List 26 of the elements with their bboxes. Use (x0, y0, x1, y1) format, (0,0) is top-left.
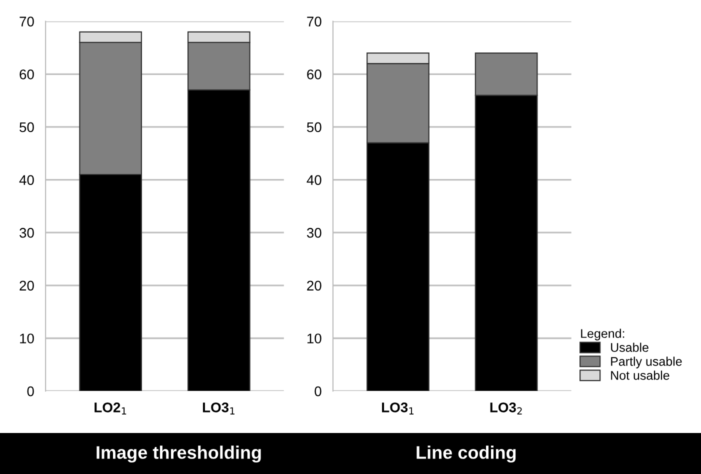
x-tick-label: LO2$_{1}$ (94, 402, 126, 414)
y-tick-label: 30 (306, 228, 322, 238)
y-tick-label: 30 (20, 228, 34, 238)
x-tick-label: LO3$_{1}$ (202, 402, 234, 414)
legend-label: Partly usable (611, 356, 682, 368)
legend-label: Usable (611, 342, 648, 352)
y-tick-label: 10 (20, 334, 34, 344)
y-tick-label: 70 (307, 16, 322, 26)
x-tick-label: LO3$_{2}$ (490, 402, 522, 414)
y-tick-label: 50 (20, 122, 34, 132)
text: Image thresholding (96, 446, 261, 463)
text: Line coding (416, 446, 516, 463)
y-tick-label: 40 (306, 175, 322, 185)
y-tick-label: 10 (307, 334, 322, 344)
y-tick-label: 0 (27, 386, 34, 396)
legend-label: Not usable (611, 370, 670, 380)
y-tick-label: 20 (307, 280, 322, 291)
y-tick-label: 60 (307, 69, 322, 80)
y-tick-label: 60 (20, 69, 34, 80)
y-tick-label: 0 (314, 386, 322, 396)
y-tick-label: 70 (20, 16, 34, 26)
y-tick-label: 40 (19, 175, 34, 185)
x-tick-label: LO3$_{1}$ (382, 402, 414, 414)
y-tick-label: 20 (20, 280, 34, 291)
legend-title: Legend: (581, 328, 624, 340)
y-tick-label: 50 (306, 122, 322, 132)
